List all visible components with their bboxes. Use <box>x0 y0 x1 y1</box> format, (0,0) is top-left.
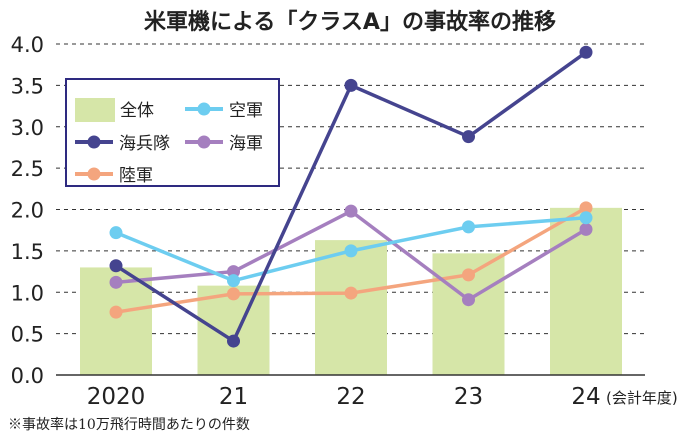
y-tick-label: 2.5 <box>11 157 44 181</box>
point-陸軍-24 <box>579 201 593 215</box>
point-空軍-21 <box>227 274 240 288</box>
point-海兵隊-2020 <box>109 259 123 273</box>
legend-marker <box>197 102 211 116</box>
bar-22 <box>315 240 387 375</box>
y-tick-label: 4.0 <box>11 33 44 57</box>
point-海兵隊-24 <box>579 45 593 59</box>
legend-marker <box>87 167 101 181</box>
point-海兵隊-23 <box>462 130 475 144</box>
legend-marker <box>197 135 211 149</box>
legend-box <box>65 78 280 187</box>
legend-label: 陸軍 <box>119 166 153 186</box>
point-陸軍-2020 <box>109 305 123 319</box>
point-海軍-21 <box>227 265 240 279</box>
point-海軍-24 <box>579 222 593 236</box>
point-空軍-2020 <box>109 226 123 240</box>
legend-swatch-bar <box>75 98 115 122</box>
footnote: ※事故率は10万飛行時間あたりの件数 <box>8 417 250 433</box>
x-tick-label: 23 <box>454 384 483 410</box>
y-tick-label: 0.0 <box>11 364 44 388</box>
x-tick-label: 24 <box>571 384 600 410</box>
point-空軍-23 <box>462 220 475 234</box>
point-空軍-22 <box>344 244 358 258</box>
legend-marker <box>87 135 101 149</box>
point-海軍-2020 <box>109 275 123 289</box>
x-tick-label: 2020 <box>87 384 146 410</box>
x-axis-unit: (会計年度) <box>606 389 678 407</box>
y-tick-label: 1.5 <box>11 240 44 264</box>
point-陸軍-21 <box>227 287 240 301</box>
y-tick-label: 2.0 <box>11 199 44 223</box>
y-tick-label: 3.5 <box>11 74 44 98</box>
x-tick-label: 22 <box>336 384 365 410</box>
chart-title: 米軍機による「クラスA」の事故率の推移 <box>144 10 556 35</box>
point-空軍-24 <box>579 211 593 225</box>
legend-label: 海兵隊 <box>119 134 170 154</box>
point-海兵隊-22 <box>344 78 358 92</box>
point-陸軍-22 <box>344 286 358 300</box>
legend-label: 海軍 <box>229 134 263 154</box>
y-tick-label: 1.0 <box>11 281 44 305</box>
legend-label: 空軍 <box>229 101 263 121</box>
legend-label: 全体 <box>120 101 154 121</box>
point-陸軍-23 <box>462 268 475 282</box>
point-海軍-23 <box>462 293 475 307</box>
bar-21 <box>197 285 270 375</box>
point-海軍-22 <box>344 204 358 218</box>
y-tick-label: 3.0 <box>11 116 44 140</box>
y-tick-label: 0.5 <box>11 323 44 347</box>
point-海兵隊-21 <box>227 334 240 348</box>
x-tick-label: 21 <box>219 384 248 410</box>
